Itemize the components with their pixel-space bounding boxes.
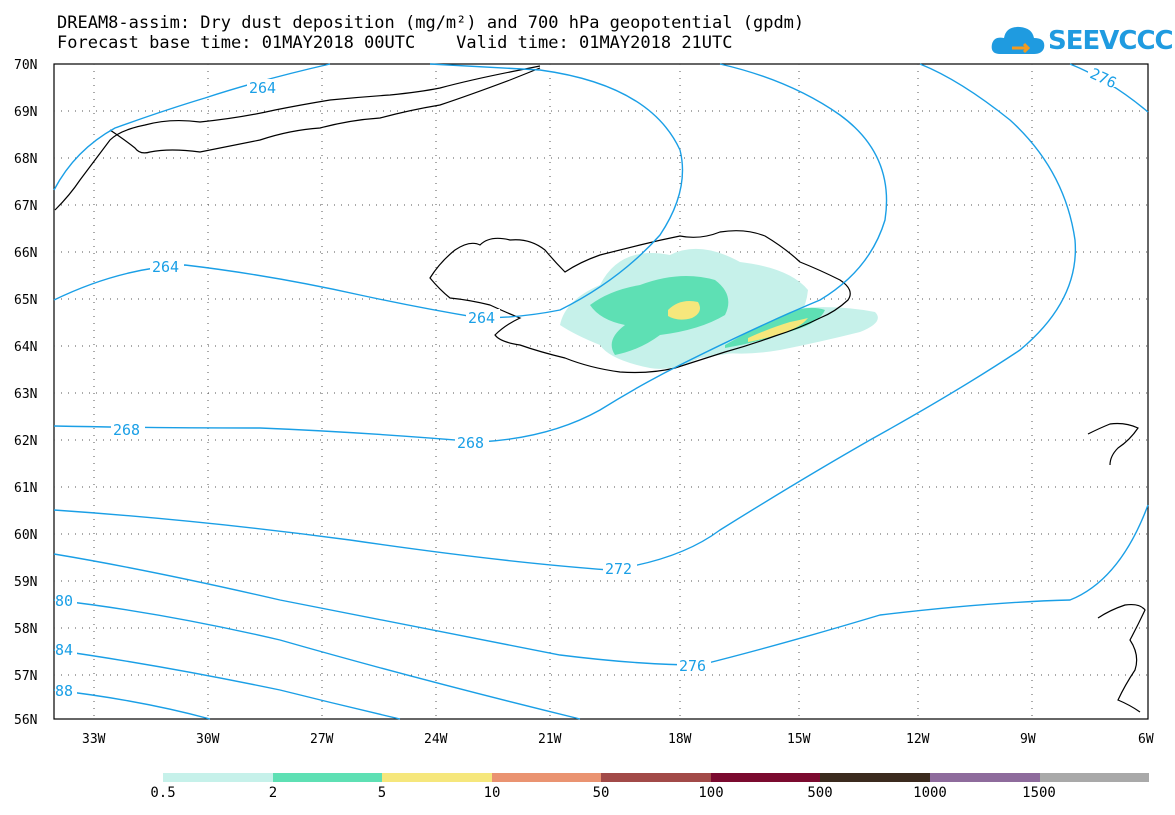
legend-swatch: [820, 773, 930, 782]
legend-label: 1500: [1022, 785, 1056, 801]
contour-label: 80: [55, 592, 73, 610]
lon-label: 27W: [310, 732, 334, 747]
legend-swatch: [601, 773, 711, 782]
legend-swatch: [710, 773, 821, 782]
logo-text: SEEVCCC: [1048, 26, 1174, 56]
seevccc-logo: SEEVCCC: [990, 20, 1174, 60]
cloud-icon: [991, 26, 1045, 54]
legend-swatch: [1039, 773, 1150, 782]
lat-label: 68N: [14, 152, 37, 167]
legend-swatch: [272, 773, 383, 782]
lat-label: 56N: [14, 713, 37, 728]
coastlines: [54, 65, 1146, 713]
lat-label: 58N: [14, 622, 37, 637]
lat-label: 63N: [14, 387, 37, 402]
lat-label: 62N: [14, 434, 37, 449]
contour-label: 272: [605, 560, 632, 578]
lon-label: 12W: [906, 732, 930, 747]
lon-label: 15W: [787, 732, 811, 747]
map-title: DREAM8-assim: Dry dust deposition (mg/m²…: [57, 13, 805, 33]
contour-label: 276: [679, 657, 706, 675]
map-frame: [53, 63, 1149, 720]
legend-swatch: [382, 773, 492, 782]
legend-swatch: [163, 773, 273, 782]
lon-label: 30W: [196, 732, 220, 747]
lat-label: 69N: [14, 105, 37, 120]
legend-label: 2: [268, 785, 278, 801]
lat-label: 59N: [14, 575, 37, 590]
lat-label: 61N: [14, 481, 37, 496]
lat-label: 67N: [14, 199, 37, 214]
legend-label: 10: [483, 785, 501, 801]
legend-label: 0.5: [150, 785, 176, 801]
forecast-times: Forecast base time: 01MAY2018 00UTC Vali…: [57, 33, 733, 53]
contour-label: 264: [152, 258, 179, 276]
contour-label: 84: [55, 641, 73, 659]
legend-label: 5: [377, 785, 387, 801]
lon-label: 9W: [1020, 732, 1036, 747]
lon-label: 24W: [424, 732, 448, 747]
lat-label: 60N: [14, 528, 37, 543]
lat-label: 66N: [14, 246, 37, 261]
lon-label: 6W: [1138, 732, 1154, 747]
lat-axis: 70N 69N 68N 67N 66N 65N 64N 63N 62N 61N …: [14, 58, 37, 728]
contour-label: 264: [249, 79, 276, 97]
legend-label: 500: [807, 785, 833, 801]
lat-label: 70N: [14, 58, 37, 73]
lon-label: 33W: [82, 732, 106, 747]
contour-label: 88: [55, 682, 73, 700]
lat-label: 64N: [14, 340, 37, 355]
color-legend: [163, 773, 1150, 782]
legend-label: 50: [592, 785, 610, 801]
contour-label: 268: [457, 434, 484, 452]
contour-labels: 264 264 264 268 268 272 276 276 80 84 88: [55, 64, 1122, 700]
contour-label: 264: [468, 309, 495, 327]
legend-swatch: [491, 773, 602, 782]
contour-label: 268: [113, 421, 140, 439]
lon-label: 18W: [668, 732, 692, 747]
legend-label: 1000: [913, 785, 947, 801]
lat-label: 57N: [14, 669, 37, 684]
lon-axis: 33W 30W 27W 24W 21W 18W 15W 12W 9W 6W: [82, 732, 1154, 747]
legend-swatch: [929, 773, 1040, 782]
lat-label: 65N: [14, 293, 37, 308]
legend-label: 100: [698, 785, 724, 801]
lon-label: 21W: [538, 732, 562, 747]
